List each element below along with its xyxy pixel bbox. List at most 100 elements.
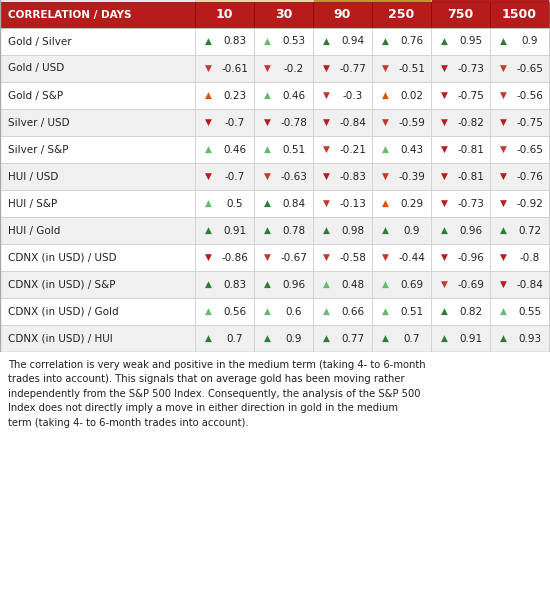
Text: 0.46: 0.46 [223, 144, 247, 155]
Text: -0.75: -0.75 [516, 118, 543, 127]
Text: ▲: ▲ [205, 37, 211, 46]
Bar [313, 55, 372, 82]
Bar [254, 136, 313, 163]
Bar [254, 163, 313, 190]
Text: ▼: ▼ [499, 280, 507, 289]
Text: ▲: ▲ [263, 307, 271, 316]
Text: ▼: ▼ [441, 91, 447, 100]
Text: ▲: ▲ [441, 226, 447, 235]
Bar [313, 190, 372, 217]
Text: ▼: ▼ [322, 64, 329, 73]
Text: 0.7: 0.7 [227, 333, 243, 344]
Text: -0.63: -0.63 [280, 172, 307, 181]
Bar [372, 163, 431, 190]
Text: -0.2: -0.2 [284, 63, 304, 74]
Text: SUNSHINE: SUNSHINE [340, 14, 409, 27]
Bar [490, 109, 549, 136]
Bar [313, 136, 372, 163]
Text: 0.93: 0.93 [519, 333, 542, 344]
Bar [254, 190, 313, 217]
Bar [372, 55, 431, 82]
Text: ▲: ▲ [263, 226, 271, 235]
Text: ▼: ▼ [322, 118, 329, 127]
Bar [313, 298, 372, 325]
Text: CDNX (in USD) / USD: CDNX (in USD) / USD [8, 252, 117, 263]
Bar [195, 55, 254, 82]
Text: The correlation is very weak and positive in the medium term (taking 4- to 6-mon: The correlation is very weak and positiv… [8, 360, 426, 428]
Text: ▲: ▲ [322, 307, 329, 316]
Text: -0.59: -0.59 [399, 118, 426, 127]
Text: ▼: ▼ [322, 253, 329, 262]
Bar [0, 136, 195, 163]
Text: ▲: ▲ [441, 307, 447, 316]
Text: 0.95: 0.95 [460, 36, 483, 47]
Text: 90: 90 [334, 8, 351, 22]
Text: PROFITS: PROFITS [415, 14, 476, 27]
Text: 0.96: 0.96 [283, 280, 306, 289]
Text: -0.8: -0.8 [520, 252, 540, 263]
Bar [431, 190, 490, 217]
Bar [490, 136, 549, 163]
Bar [313, 109, 372, 136]
Text: 0.51: 0.51 [283, 144, 306, 155]
Bar [490, 55, 549, 82]
Text: -0.3: -0.3 [343, 91, 363, 100]
Bar [0, 298, 195, 325]
Text: ▲: ▲ [499, 334, 507, 343]
Text: 0.82: 0.82 [460, 306, 483, 316]
Bar [0, 55, 195, 82]
Text: CORRELATION / DAYS: CORRELATION / DAYS [8, 10, 131, 20]
Text: -0.96: -0.96 [458, 252, 485, 263]
Text: -0.13: -0.13 [340, 199, 366, 208]
Text: ▲: ▲ [382, 199, 388, 208]
Text: -0.84: -0.84 [516, 280, 543, 289]
Text: 0.9: 0.9 [404, 225, 420, 236]
Text: 30: 30 [275, 8, 292, 22]
Text: ▼: ▼ [441, 172, 447, 181]
Text: ▲: ▲ [382, 280, 388, 289]
Bar [313, 325, 372, 352]
Text: 0.98: 0.98 [342, 225, 365, 236]
Polygon shape [346, 26, 362, 51]
Text: 0.91: 0.91 [223, 225, 247, 236]
Bar [431, 0, 549, 2]
Text: Silver / USD: Silver / USD [8, 118, 70, 127]
Bar [313, 28, 372, 55]
Text: -0.76: -0.76 [516, 172, 543, 181]
Bar [313, 82, 372, 109]
Bar [372, 136, 431, 163]
Text: -0.44: -0.44 [399, 252, 426, 263]
Text: 0.43: 0.43 [400, 144, 424, 155]
Text: ▼: ▼ [263, 64, 271, 73]
Bar [195, 298, 254, 325]
Bar [490, 82, 549, 109]
Bar [195, 109, 254, 136]
Bar [195, 82, 254, 109]
Text: ▼: ▼ [499, 145, 507, 154]
Bar [254, 2, 313, 28]
Bar [372, 190, 431, 217]
Text: ▼: ▼ [322, 91, 329, 100]
Bar [490, 244, 549, 271]
Bar [254, 325, 313, 352]
Bar [313, 244, 372, 271]
Text: -0.83: -0.83 [340, 172, 366, 181]
Text: 0.66: 0.66 [342, 306, 365, 316]
Bar [195, 28, 254, 55]
Bar [0, 163, 195, 190]
Text: CDNX (in USD) / Gold: CDNX (in USD) / Gold [8, 306, 119, 316]
Text: ▲: ▲ [322, 334, 329, 343]
Text: ▼: ▼ [382, 64, 388, 73]
Text: 0.5: 0.5 [227, 199, 243, 208]
Bar [490, 271, 549, 298]
Text: -0.67: -0.67 [280, 252, 307, 263]
Bar [431, 2, 490, 28]
Bar [195, 190, 254, 217]
Text: 0.77: 0.77 [342, 333, 365, 344]
Text: CDNX (in USD) / HUI: CDNX (in USD) / HUI [8, 333, 113, 344]
Text: ▼: ▼ [441, 199, 447, 208]
Text: ▼: ▼ [263, 118, 271, 127]
Text: ▼: ▼ [205, 172, 211, 181]
Text: ▼: ▼ [382, 172, 388, 181]
Text: ▲: ▲ [263, 37, 271, 46]
